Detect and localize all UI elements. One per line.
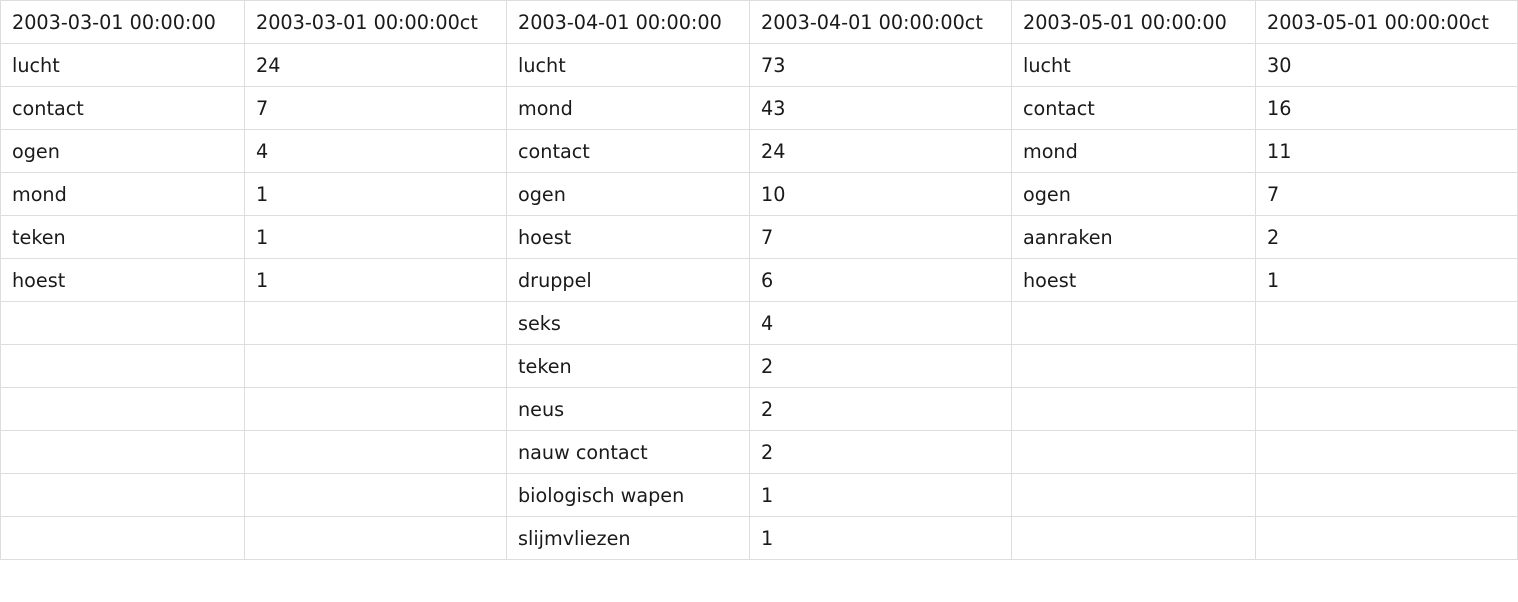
- table-cell: hoest: [506, 215, 750, 259]
- table-cell: hoest: [1011, 258, 1256, 302]
- table-cell: hoest: [0, 258, 245, 302]
- table-cell: 2: [749, 344, 1012, 388]
- table-cell: [0, 430, 245, 474]
- table-cell: contact: [0, 86, 245, 130]
- table-cell: [244, 430, 507, 474]
- table-cell: [1255, 344, 1518, 388]
- table-row: lucht 24 lucht 73 lucht 30: [0, 43, 1518, 87]
- table-cell: 24: [749, 129, 1012, 173]
- table-row: biologisch wapen 1: [0, 473, 1518, 517]
- table-cell: lucht: [0, 43, 245, 87]
- table-cell: neus: [506, 387, 750, 431]
- table-cell: [1011, 344, 1256, 388]
- table-row: hoest 1 druppel 6 hoest 1: [0, 258, 1518, 302]
- table-cell: [0, 387, 245, 431]
- table-cell: 43: [749, 86, 1012, 130]
- table-cell: 7: [1255, 172, 1518, 216]
- table-cell: slijmvliezen: [506, 516, 750, 560]
- table-cell: 16: [1255, 86, 1518, 130]
- table-cell: druppel: [506, 258, 750, 302]
- table-cell: 7: [749, 215, 1012, 259]
- table-cell: mond: [1011, 129, 1256, 173]
- table-row: neus 2: [0, 387, 1518, 431]
- table-cell: nauw contact: [506, 430, 750, 474]
- table-cell: 1: [244, 258, 507, 302]
- table-cell: [1255, 473, 1518, 517]
- table-cell: [0, 344, 245, 388]
- table-cell: 1: [749, 473, 1012, 517]
- table-cell: 24: [244, 43, 507, 87]
- table-body: lucht 24 lucht 73 lucht 30 contact 7 mon…: [0, 43, 1518, 560]
- table-cell: 6: [749, 258, 1012, 302]
- data-table: 2003-03-01 00:00:00 2003-03-01 00:00:00c…: [0, 0, 1518, 560]
- table-cell: 2: [1255, 215, 1518, 259]
- table-cell: 10: [749, 172, 1012, 216]
- table-cell: teken: [506, 344, 750, 388]
- table-cell: [1255, 516, 1518, 560]
- table-cell: 1: [749, 516, 1012, 560]
- table-row: teken 1 hoest 7 aanraken 2: [0, 215, 1518, 259]
- table-cell: 4: [244, 129, 507, 173]
- table-cell: teken: [0, 215, 245, 259]
- table-cell: 73: [749, 43, 1012, 87]
- table-cell: [244, 387, 507, 431]
- table-row: nauw contact 2: [0, 430, 1518, 474]
- table-row: teken 2: [0, 344, 1518, 388]
- table-cell: [1011, 387, 1256, 431]
- table-cell: contact: [1011, 86, 1256, 130]
- table-cell: [1255, 387, 1518, 431]
- table-header: 2003-03-01 00:00:00 2003-03-01 00:00:00c…: [0, 0, 1518, 44]
- table-cell: [244, 516, 507, 560]
- table-cell: [0, 301, 245, 345]
- table-cell: 2: [749, 387, 1012, 431]
- column-header: 2003-04-01 00:00:00: [506, 0, 750, 44]
- table-cell: [0, 516, 245, 560]
- table-cell: ogen: [1011, 172, 1256, 216]
- table-cell: lucht: [506, 43, 750, 87]
- table-cell: 1: [1255, 258, 1518, 302]
- table-cell: [1255, 301, 1518, 345]
- table-cell: biologisch wapen: [506, 473, 750, 517]
- table-row: seks 4: [0, 301, 1518, 345]
- table-cell: [0, 473, 245, 517]
- table-cell: 4: [749, 301, 1012, 345]
- table-cell: [1011, 473, 1256, 517]
- table-cell: mond: [0, 172, 245, 216]
- table-cell: [1011, 516, 1256, 560]
- table-cell: 7: [244, 86, 507, 130]
- table-row: mond 1 ogen 10 ogen 7: [0, 172, 1518, 216]
- header-row: 2003-03-01 00:00:00 2003-03-01 00:00:00c…: [0, 0, 1518, 44]
- table-cell: 2: [749, 430, 1012, 474]
- table-cell: 1: [244, 215, 507, 259]
- table-cell: mond: [506, 86, 750, 130]
- table-row: contact 7 mond 43 contact 16: [0, 86, 1518, 130]
- table-cell: seks: [506, 301, 750, 345]
- table-cell: [1011, 301, 1256, 345]
- column-header: 2003-05-01 00:00:00ct: [1255, 0, 1518, 44]
- column-header: 2003-05-01 00:00:00: [1011, 0, 1256, 44]
- table-cell: [244, 301, 507, 345]
- column-header: 2003-04-01 00:00:00ct: [749, 0, 1012, 44]
- table-cell: [244, 473, 507, 517]
- column-header: 2003-03-01 00:00:00ct: [244, 0, 507, 44]
- table-cell: ogen: [0, 129, 245, 173]
- table-cell: 30: [1255, 43, 1518, 87]
- table-cell: ogen: [506, 172, 750, 216]
- table-cell: [1011, 430, 1256, 474]
- table-cell: contact: [506, 129, 750, 173]
- table-cell: lucht: [1011, 43, 1256, 87]
- table-cell: [1255, 430, 1518, 474]
- table-row: slijmvliezen 1: [0, 516, 1518, 560]
- table-cell: aanraken: [1011, 215, 1256, 259]
- table-cell: 11: [1255, 129, 1518, 173]
- table-cell: 1: [244, 172, 507, 216]
- table-cell: [244, 344, 507, 388]
- table-row: ogen 4 contact 24 mond 11: [0, 129, 1518, 173]
- column-header: 2003-03-01 00:00:00: [0, 0, 245, 44]
